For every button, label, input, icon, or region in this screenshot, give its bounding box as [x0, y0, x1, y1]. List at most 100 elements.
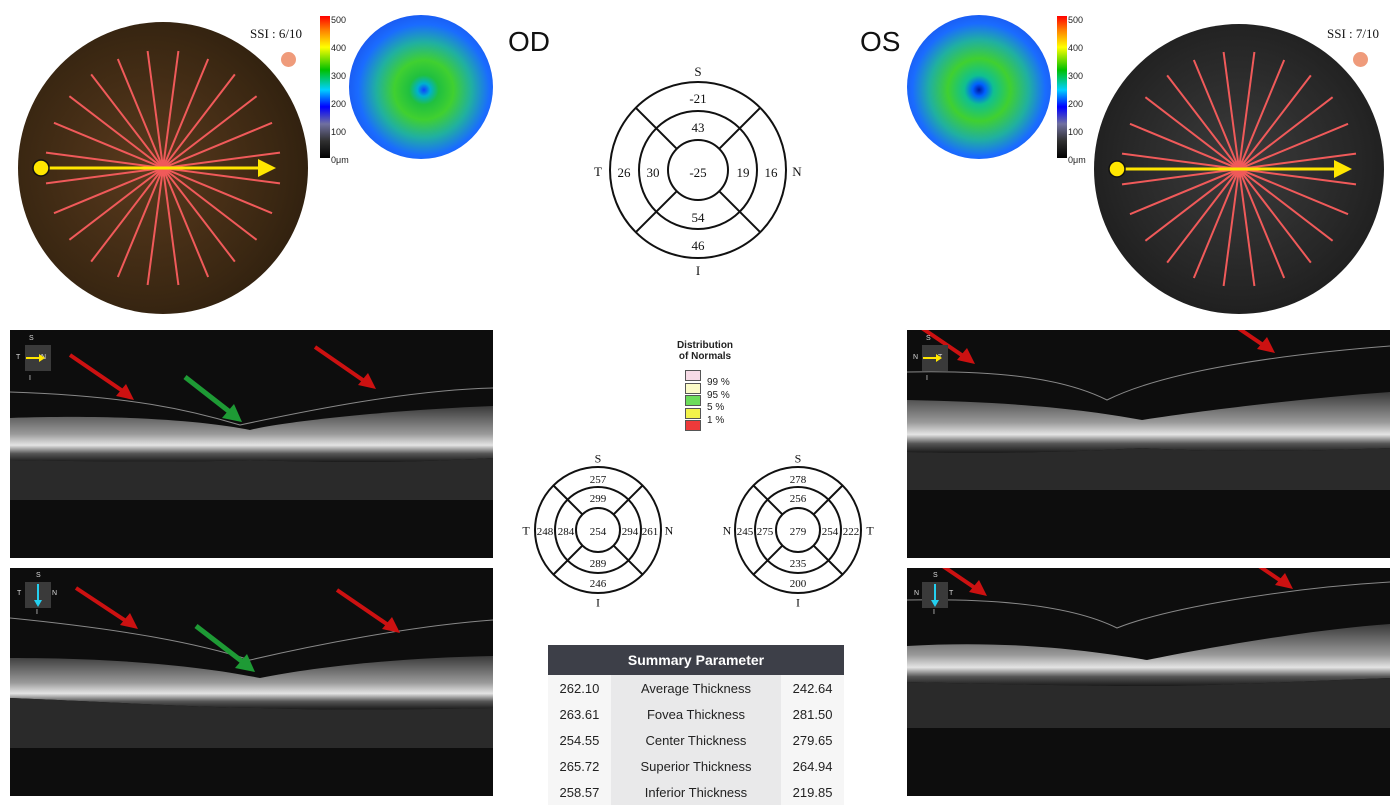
scale-tick-label: 100: [331, 127, 347, 137]
od-direction-arrowhead: [258, 159, 276, 177]
summary-row: 262.10 Average Thickness 242.64: [548, 675, 844, 701]
os-ssi-indicator: [1353, 52, 1368, 67]
od-h-orient-i: I: [29, 375, 31, 382]
summary-row: 263.61 Fovea Thickness 281.50: [548, 701, 844, 727]
os-eye-label: OS: [860, 26, 901, 57]
os-v-red-arrow-left: [942, 568, 983, 594]
os-v-orient-s: S: [933, 572, 938, 579]
od-small-outer-inferior: 246: [589, 578, 607, 590]
od-fundus-image: [18, 22, 308, 314]
od-small-s-label: S: [594, 451, 602, 466]
summary-od-value: 262.10: [548, 675, 611, 701]
scale-tick-label: 500: [1068, 15, 1084, 25]
summary-param-name: Superior Thickness: [610, 753, 782, 779]
summary-od-value: 263.61: [548, 701, 611, 727]
scale-tick-label: 100: [1068, 127, 1084, 137]
os-thickness-map: [907, 15, 1051, 159]
od-large-inner-superior: 43: [691, 120, 705, 135]
od-large-i-label: I: [695, 263, 701, 278]
scale-tick-label: 300: [331, 71, 347, 81]
os-h-red-arrow-right: [1237, 330, 1271, 351]
os-small-i-label: I: [796, 595, 800, 610]
od-thickness-map: [349, 15, 493, 159]
od-large-s-label: S: [694, 64, 702, 79]
os-small-outer-temporal: 222: [842, 526, 860, 538]
summary-os-value: 242.64: [781, 675, 844, 701]
od-small-inner-nasal: 294: [621, 526, 639, 538]
os-h-red-arrowhead-left: [957, 348, 975, 364]
summary-row: 265.72 Superior Thickness 264.94: [548, 753, 844, 779]
od-etdrs-grid-large: [609, 81, 787, 259]
os-scan-pattern: [1108, 51, 1357, 287]
od-thickness-scale: [320, 16, 330, 158]
os-v-orient-n: N: [914, 590, 920, 597]
od-large-t-label: T: [594, 164, 602, 179]
od-small-inner-temporal: 284: [557, 526, 575, 538]
od-large-outer-superior: -21: [689, 91, 707, 106]
od-h-green-arrowhead: [222, 404, 242, 422]
summary-row: 254.55 Center Thickness 279.65: [548, 727, 844, 753]
os-v-red-arrow-right: [1258, 568, 1289, 587]
os-small-outer-inferior: 200: [789, 578, 807, 590]
od-h-red-arrow-right: [313, 345, 372, 387]
od-large-inner-temporal: 30: [646, 165, 660, 180]
od-small-t-label: T: [522, 523, 530, 538]
os-etdrs-grid-small: [734, 466, 862, 594]
od-v-orient-arrow-icon: [34, 584, 42, 607]
scale-tick-label: 200: [1068, 99, 1084, 109]
os-ssi-label: SSI : 7/10: [1327, 26, 1380, 41]
od-v-green-arrow: [194, 624, 250, 668]
os-h-red-arrowhead-right: [1257, 337, 1275, 353]
od-large-outer-nasal: 16: [764, 165, 778, 180]
os-small-outer-nasal: 245: [736, 526, 754, 538]
od-etdrs-grid-small: [534, 466, 662, 594]
od-small-i-label: I: [596, 595, 600, 610]
od-start-marker: [32, 159, 50, 177]
os-small-center: 279: [789, 526, 807, 538]
summary-param-name: Inferior Thickness: [610, 779, 782, 805]
legend-title-line2: of Normals: [678, 351, 732, 362]
od-ssi-label: SSI : 6/10: [250, 26, 303, 41]
summary-os-value: 281.50: [781, 701, 844, 727]
os-v-red-arrowhead-right: [1275, 573, 1293, 589]
od-v-orient-i: I: [36, 609, 38, 616]
od-h-orient-t: T: [16, 354, 21, 361]
summary-od-value: 254.55: [548, 727, 611, 753]
od-h-red-arrowhead-left: [116, 384, 134, 400]
od-v-red-arrowhead-right: [382, 617, 400, 633]
od-eye-label: OD: [508, 26, 550, 57]
od-large-center: -25: [689, 165, 707, 180]
os-v-red-arrowhead-left: [969, 580, 987, 596]
summary-os-value: 219.85: [781, 779, 844, 805]
od-large-inner-nasal: 19: [736, 165, 750, 180]
os-small-inner-superior: 256: [789, 493, 807, 505]
od-v-orient-n: N: [52, 590, 58, 597]
od-h-red-arrow-left: [68, 353, 132, 398]
os-small-inner-temporal: 254: [821, 526, 839, 538]
od-large-outer-inferior: 46: [691, 238, 705, 253]
legend-swatch: [685, 407, 701, 419]
os-thickness-scale: [1057, 16, 1067, 158]
od-small-center: 254: [589, 526, 607, 538]
os-h-red-arrow-left: [921, 330, 971, 362]
legend-swatch: [685, 370, 701, 381]
scale-tick-label: 200: [331, 99, 347, 109]
legend-title-line1: Distribution: [676, 340, 734, 351]
summary-param-name: Center Thickness: [610, 727, 782, 753]
os-oct-horizontal-scan: S N T I: [907, 330, 1390, 558]
od-small-inner-inferior: 289: [589, 558, 607, 570]
legend-label: 5 %: [707, 402, 725, 413]
os-v-orient-t: T: [949, 590, 954, 597]
od-ssi-indicator: [281, 52, 296, 67]
scale-tick-label: 300: [1068, 71, 1084, 81]
legend-label: 95 %: [707, 389, 730, 401]
legend-swatch: [685, 395, 701, 406]
legend-swatch: [685, 420, 701, 431]
summary-od-value: 258.57: [548, 779, 611, 805]
od-h-orient-arrow-icon: [26, 354, 45, 362]
os-small-t-label: T: [866, 523, 874, 538]
os-fundus-image: [1094, 24, 1384, 314]
scale-tick-label: 400: [331, 43, 347, 53]
summary-os-value: 264.94: [781, 753, 844, 779]
summary-param-name: Fovea Thickness: [610, 701, 782, 727]
